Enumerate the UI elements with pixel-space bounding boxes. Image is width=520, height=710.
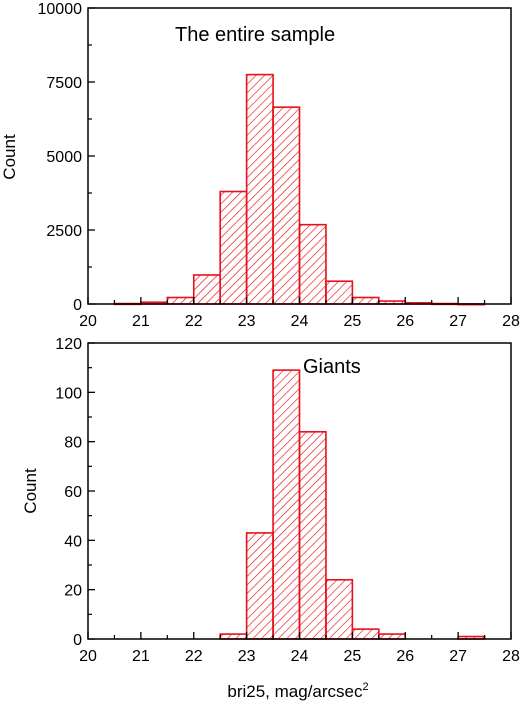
bottom-x-tick-label: 24 xyxy=(291,648,309,665)
bottom-y-tick-label: 0 xyxy=(73,632,82,649)
top-panel: 0 2500 5000 7500 10000 20 21 22 23 24 25 26 27 28 Th… xyxy=(0,1,520,330)
bottom-x-tick-label: 26 xyxy=(396,648,414,665)
top-bar-10 xyxy=(351,296,380,305)
x-axis-label-base: bri25, mag/arcsec xyxy=(227,682,363,701)
x-axis-label: bri25, mag/arcsec2 xyxy=(227,681,368,701)
top-bar-9 xyxy=(325,280,354,305)
bottom-x-tick-label: 21 xyxy=(132,648,150,665)
top-y-axis-label: Count xyxy=(0,134,19,180)
bottom-y-tick-label: 80 xyxy=(64,435,82,452)
top-bar-3 xyxy=(166,296,195,305)
bottom-y-tick-label: 60 xyxy=(64,484,82,501)
top-x-tick-label: 24 xyxy=(291,313,309,330)
bottom-bars xyxy=(219,369,486,640)
bottom-x-tick-label: 25 xyxy=(343,648,361,665)
top-bar-8 xyxy=(298,223,327,305)
bottom-y-tick-label: 100 xyxy=(55,385,82,402)
top-bars xyxy=(113,73,486,306)
top-bar-6 xyxy=(245,73,274,305)
bottom-y-ticks: 0 20 40 60 80 100 120 xyxy=(55,336,95,649)
top-y-tick-label: 10000 xyxy=(38,1,83,18)
bottom-y-axis-label: Count xyxy=(21,468,40,514)
bottom-bar-10 xyxy=(351,628,380,640)
bottom-x-tick-label: 27 xyxy=(449,648,467,665)
top-y-tick-label: 5000 xyxy=(46,149,82,166)
bottom-annotation: Giants xyxy=(303,356,361,378)
top-y-tick-label: 7500 xyxy=(46,75,82,92)
top-x-tick-label: 22 xyxy=(185,313,203,330)
top-x-tick-label: 20 xyxy=(79,313,97,330)
bottom-x-tick-label: 28 xyxy=(502,648,520,665)
bottom-y-tick-label: 120 xyxy=(55,336,82,353)
bottom-bar-6 xyxy=(245,532,274,640)
top-x-tick-label: 26 xyxy=(396,313,414,330)
top-y-tick-label: 0 xyxy=(73,297,82,314)
top-bar-4 xyxy=(192,274,221,305)
x-axis-label-superscript: 2 xyxy=(363,681,369,693)
bottom-x-tick-label: 20 xyxy=(79,648,97,665)
bottom-bar-8 xyxy=(298,430,327,640)
bottom-x-ticks: 20 21 22 23 24 25 26 27 28 xyxy=(79,632,520,665)
top-annotation: The entire sample xyxy=(175,24,335,46)
top-x-tick-label: 28 xyxy=(502,313,520,330)
bottom-bar-9 xyxy=(325,578,354,640)
top-bar-7 xyxy=(272,106,301,305)
top-x-ticks: 20 21 22 23 24 25 26 27 28 xyxy=(79,297,520,330)
top-x-tick-label: 21 xyxy=(132,313,150,330)
bottom-x-tick-label: 22 xyxy=(185,648,203,665)
bottom-bar-7 xyxy=(272,369,301,640)
bottom-x-tick-label: 23 xyxy=(238,648,256,665)
bottom-y-tick-label: 20 xyxy=(64,583,82,600)
bottom-y-tick-label: 40 xyxy=(64,533,82,550)
top-x-tick-label: 23 xyxy=(238,313,256,330)
top-x-tick-label: 25 xyxy=(343,313,361,330)
top-y-ticks: 0 2500 5000 7500 10000 xyxy=(38,1,95,314)
top-bar-5 xyxy=(219,190,248,305)
top-x-tick-label: 27 xyxy=(449,313,467,330)
top-y-tick-label: 2500 xyxy=(46,223,82,240)
